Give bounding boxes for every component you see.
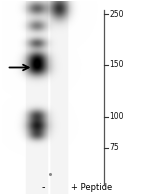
Text: 75: 75 xyxy=(109,143,119,152)
Text: 150: 150 xyxy=(109,60,124,69)
Text: 250: 250 xyxy=(109,10,124,19)
Text: 100: 100 xyxy=(109,112,124,121)
Text: -: - xyxy=(41,183,45,192)
Text: + Peptide: + Peptide xyxy=(70,183,112,192)
